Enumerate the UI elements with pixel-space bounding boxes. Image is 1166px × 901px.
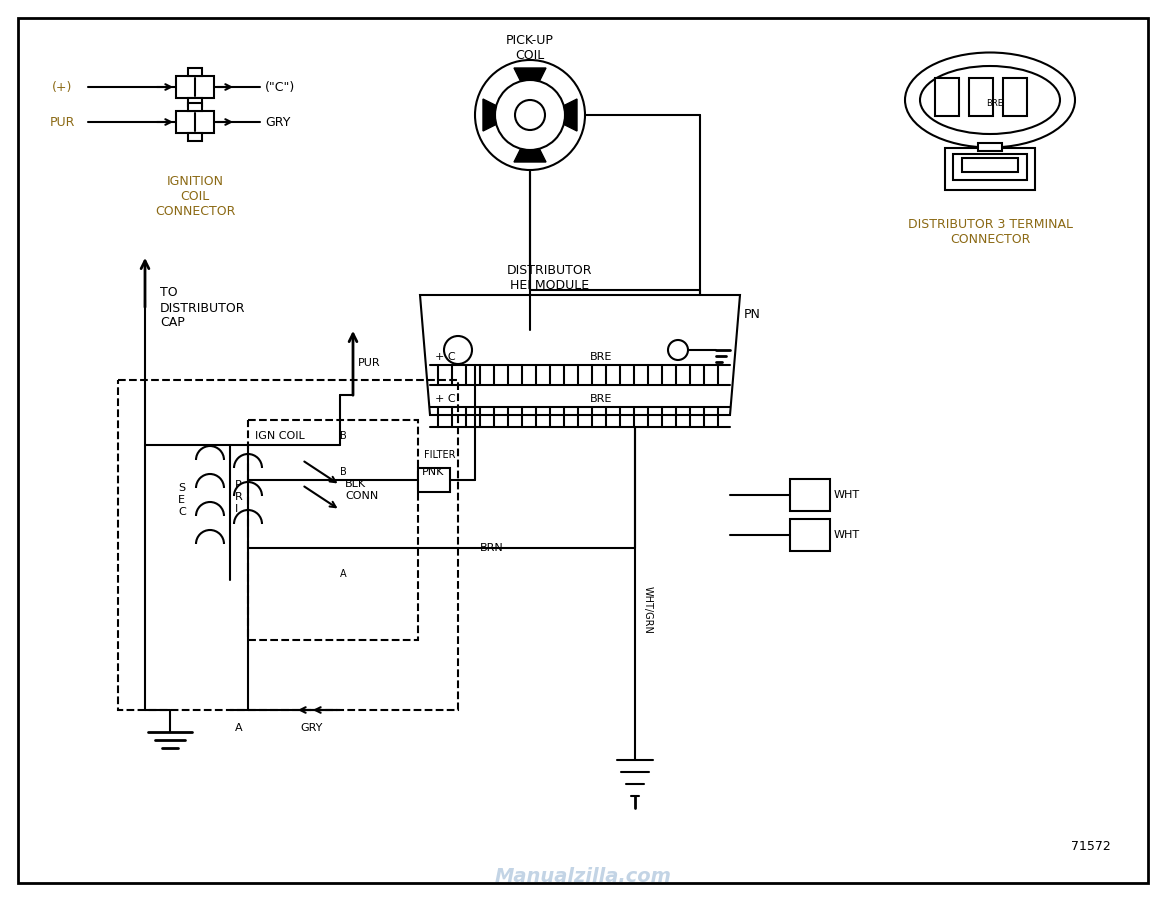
Bar [188, 68, 202, 76]
Bar [118, 380, 458, 710]
Text: + C: + C [435, 394, 456, 404]
Polygon shape [514, 68, 546, 100]
Text: WHT: WHT [834, 530, 861, 540]
Text: BRE: BRE [590, 352, 612, 362]
Text: GRY: GRY [265, 115, 290, 129]
Bar [953, 154, 1027, 180]
Text: BRN: BRN [480, 543, 504, 553]
Bar [176, 111, 215, 133]
Text: DISTRIBUTOR 3 TERMINAL
CONNECTOR: DISTRIBUTOR 3 TERMINAL CONNECTOR [907, 218, 1073, 246]
Text: BLK
CONN: BLK CONN [345, 479, 378, 501]
Text: A: A [340, 569, 346, 579]
Text: S
E
C: S E C [178, 484, 185, 516]
Text: PICK-UP
COIL: PICK-UP COIL [506, 34, 554, 62]
Bar [188, 98, 202, 106]
Polygon shape [420, 295, 740, 415]
Circle shape [515, 100, 545, 130]
Polygon shape [514, 130, 546, 162]
Text: BRE: BRE [986, 99, 1004, 108]
Bar [944, 148, 1035, 190]
Text: PN: PN [744, 308, 761, 322]
Text: DISTRIBUTOR
HEI MODULE: DISTRIBUTOR HEI MODULE [507, 264, 592, 292]
Polygon shape [545, 99, 577, 131]
Text: ("C"): ("C") [265, 80, 295, 94]
Bar [188, 103, 202, 111]
Text: Manualzilla.com: Manualzilla.com [494, 867, 672, 886]
Text: P
R
I: P R I [236, 480, 243, 514]
Bar [978, 143, 1002, 151]
Circle shape [668, 340, 688, 360]
Ellipse shape [920, 66, 1060, 134]
Bar [791, 479, 830, 511]
Bar [248, 420, 417, 640]
Polygon shape [483, 99, 515, 131]
Text: PUR: PUR [358, 358, 380, 368]
Circle shape [475, 60, 585, 170]
Bar [935, 78, 958, 116]
Text: B: B [340, 431, 346, 441]
Text: TO
DISTRIBUTOR
CAP: TO DISTRIBUTOR CAP [160, 287, 246, 330]
Bar [962, 158, 1018, 172]
Bar [417, 468, 450, 492]
Text: FILTER: FILTER [424, 450, 456, 460]
Text: IGN COIL: IGN COIL [255, 431, 304, 441]
Text: GRY: GRY [300, 723, 322, 733]
Text: A: A [236, 723, 243, 733]
Text: PUR: PUR [49, 115, 75, 129]
Circle shape [444, 336, 472, 364]
Text: PNK: PNK [422, 467, 444, 477]
Text: WHT/GRN: WHT/GRN [642, 586, 653, 634]
Bar [1003, 78, 1027, 116]
Text: (+): (+) [51, 80, 72, 94]
Bar [969, 78, 993, 116]
Text: WHT: WHT [834, 490, 861, 500]
Bar [791, 519, 830, 551]
Text: + C: + C [435, 352, 456, 362]
Circle shape [496, 80, 566, 150]
Ellipse shape [905, 52, 1075, 148]
Text: IGNITION
COIL
CONNECTOR: IGNITION COIL CONNECTOR [155, 175, 236, 218]
Text: 71572: 71572 [1072, 840, 1111, 852]
Text: BRE: BRE [590, 394, 612, 404]
Bar [176, 76, 215, 98]
Bar [188, 133, 202, 141]
Text: B: B [340, 467, 346, 477]
